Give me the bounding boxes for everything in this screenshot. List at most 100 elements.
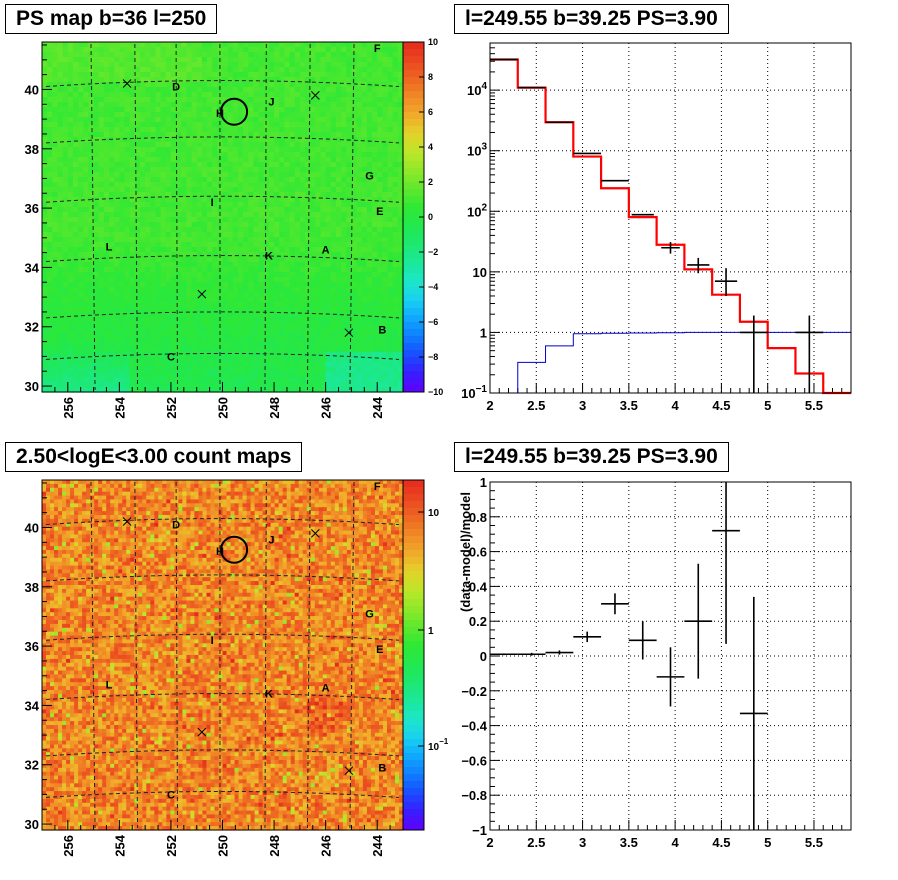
map-ytick-label: 32 [25, 320, 39, 335]
source-label-J: J [268, 534, 274, 546]
residual-xtick-label: 3 [579, 835, 586, 850]
source-label-F: F [374, 43, 381, 55]
spectrum-ytick-label: 1 [480, 325, 487, 340]
map-xtick-label: 248 [267, 835, 282, 857]
source-label-L: L [106, 680, 113, 692]
source-label-C: C [167, 789, 175, 801]
spectrum-series-model-histogram [490, 60, 851, 393]
residual-ytick-label: −1 [472, 823, 487, 838]
map-xtick-label: 244 [370, 834, 385, 856]
source-label-B: B [378, 763, 386, 775]
spectrum-xtick-label: 4 [672, 398, 680, 413]
residual-ytick-label: 0 [480, 649, 487, 664]
residual-ytick-label: 0.2 [469, 614, 487, 629]
residual-xtick-label: 2 [486, 835, 493, 850]
source-label-G: G [365, 170, 374, 182]
residual-xtick-label: 2.5 [527, 835, 545, 850]
source-label-A: A [322, 683, 330, 695]
map-xtick-label: 246 [319, 835, 334, 857]
residual-ytick-label: −0.2 [461, 684, 487, 699]
colorbar-tick-label: 10 [428, 37, 438, 47]
colorbar-tick-label: 10 [428, 508, 440, 519]
colorbar-tick-label: 8 [428, 72, 433, 82]
title-spectrum: l=249.55 b=39.25 PS=3.90 [454, 4, 729, 34]
source-label-D: D [172, 519, 180, 531]
spectrum-ytick-label: 10 [473, 265, 487, 280]
map-ytick-label: 40 [25, 82, 39, 97]
colorbar-tick-label: 2 [428, 177, 433, 187]
residual-xtick-label: 4 [672, 835, 680, 850]
colorbar-tick-label: 1 [428, 626, 434, 637]
map-ytick-label: 38 [25, 142, 39, 157]
spectrum-xtick-label: 2.5 [527, 398, 545, 413]
source-label-B: B [378, 325, 386, 337]
source-label-J: J [268, 96, 274, 108]
map-xtick-label: 250 [216, 397, 231, 419]
map-xtick-label: 254 [112, 834, 127, 856]
source-label-G: G [365, 608, 374, 620]
source-label-A: A [322, 245, 330, 257]
map-ytick-label: 36 [25, 639, 39, 654]
map-xtick-label: 244 [370, 396, 385, 418]
map-ytick-label: 36 [25, 201, 39, 216]
title-map-bottom: 2.50<logE<3.00 count maps [5, 442, 302, 472]
colorbar-tick-label: −2 [428, 247, 438, 257]
residual-ytick-label: −0.4 [461, 719, 487, 734]
map-ytick-label: 30 [25, 817, 39, 832]
map-ytick-label: 40 [25, 520, 39, 535]
map-ytick-label: 30 [25, 379, 39, 394]
spectrum-xtick-label: 3 [579, 398, 586, 413]
source-label-K: K [265, 689, 273, 701]
residual-xtick-label: 5.5 [805, 835, 823, 850]
title-map-top: PS map b=36 l=250 [5, 4, 217, 34]
source-label-I: I [211, 197, 214, 209]
title-residual: l=249.55 b=39.25 PS=3.90 [454, 442, 729, 472]
map-xtick-label: 256 [61, 835, 76, 857]
source-label-L: L [106, 242, 113, 254]
map-0-cells [42, 42, 404, 393]
spectrum-ytick-label: 104 [467, 81, 487, 98]
residual-xtick-label: 5 [764, 835, 771, 850]
map-xtick-label: 254 [112, 396, 127, 418]
source-label-E: E [376, 644, 383, 656]
map-xtick-label: 246 [319, 397, 334, 419]
spectrum-ytick-label: 103 [467, 142, 487, 159]
map-xtick-label: 248 [267, 397, 282, 419]
map-ytick-label: 38 [25, 580, 39, 595]
source-label-E: E [376, 206, 383, 218]
residual-ytick-label: 1 [480, 475, 487, 490]
colorbar-tick-label: −6 [428, 317, 438, 327]
source-label-I: I [211, 635, 214, 647]
map-ytick-label: 34 [25, 698, 40, 713]
colorbar-tick-label: 10−1 [428, 737, 449, 753]
map-xtick-label: 250 [216, 835, 231, 857]
spectrum-frame [490, 43, 851, 393]
residual-xtick-label: 3.5 [620, 835, 638, 850]
colorbar-2 [403, 480, 424, 831]
source-label-F: F [374, 481, 381, 493]
spectrum-xtick-label: 3.5 [620, 398, 638, 413]
spectrum-ytick-label: 10−1 [461, 384, 487, 401]
residual-ytick-label: −0.8 [461, 788, 487, 803]
map-ytick-label: 32 [25, 758, 39, 773]
residual-xtick-label: 4.5 [712, 835, 730, 850]
residual-ylabel: (data-model)/model [458, 492, 473, 612]
source-label-K: K [265, 251, 273, 263]
residual-ytick-label: −0.6 [461, 753, 487, 768]
colorbar-tick-label: 6 [428, 107, 433, 117]
spectrum-series-secondary-model [490, 332, 851, 393]
map-xtick-label: 256 [61, 397, 76, 419]
map-2-cells [42, 480, 404, 831]
map-ytick-label: 34 [25, 260, 40, 275]
spectrum-ytick-label: 102 [467, 202, 487, 219]
source-label-D: D [172, 81, 180, 93]
spectrum-xtick-label: 5 [764, 398, 771, 413]
map-xtick-label: 252 [164, 835, 179, 857]
spectrum-xtick-label: 4.5 [712, 398, 730, 413]
colorbar-tick-label: −8 [428, 352, 438, 362]
map-xtick-label: 252 [164, 397, 179, 419]
spectrum-xtick-label: 5.5 [805, 398, 823, 413]
colorbar-tick-label: −10 [428, 387, 443, 397]
